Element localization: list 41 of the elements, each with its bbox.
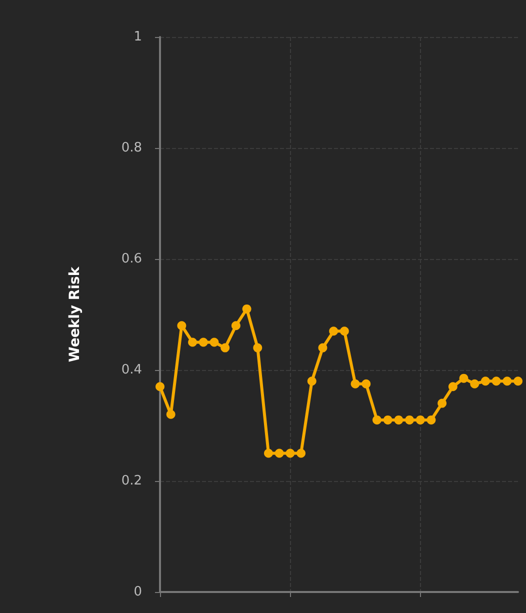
y-axis-title: Weekly Risk (67, 266, 83, 362)
y-tick-label: 0.4 (121, 362, 142, 378)
point (340, 326, 349, 336)
point (514, 376, 522, 386)
point (438, 398, 447, 408)
point (394, 415, 404, 424)
point (296, 448, 306, 458)
y-tick-label: 1 (134, 30, 142, 44)
point (166, 410, 176, 419)
point (362, 379, 371, 388)
point (405, 415, 414, 424)
point (307, 376, 316, 386)
point (492, 376, 501, 386)
point (274, 448, 284, 458)
point (156, 382, 164, 392)
point (198, 338, 208, 347)
point (220, 343, 230, 352)
point (318, 343, 328, 352)
point (231, 321, 240, 330)
point (264, 448, 273, 458)
point (459, 374, 468, 383)
point (210, 338, 219, 347)
point (470, 379, 480, 388)
y-tick-label: 0.2 (121, 474, 142, 488)
point (242, 304, 252, 314)
y-tick-label: 0.6 (121, 252, 142, 266)
point (177, 321, 186, 330)
point (480, 376, 490, 386)
point (448, 382, 458, 392)
point (426, 415, 436, 424)
point (286, 448, 295, 458)
point (372, 415, 382, 424)
y-tick-label: 0.8 (121, 140, 142, 156)
point (253, 343, 262, 352)
point (329, 326, 338, 336)
point (350, 379, 360, 388)
point (188, 338, 198, 347)
y-tick-label: 0 (134, 584, 142, 600)
point (502, 376, 512, 386)
point (416, 415, 425, 424)
point (383, 415, 392, 424)
